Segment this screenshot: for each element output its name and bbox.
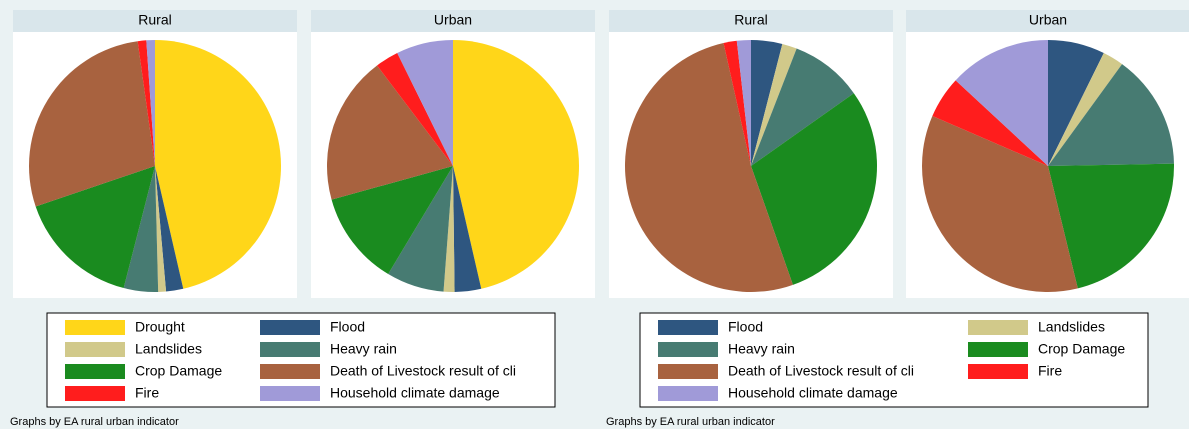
- pie-slice: [453, 166, 482, 292]
- legend-swatch: [65, 342, 125, 357]
- legend-label: Fire: [135, 385, 159, 401]
- legend-swatch: [65, 320, 125, 335]
- legend-label: Landslides: [135, 341, 202, 357]
- legend-swatch: [260, 364, 320, 379]
- legend-swatch: [658, 364, 718, 379]
- graph-note: Graphs by EA rural urban indicator: [606, 416, 775, 428]
- panel-header: [13, 10, 297, 32]
- panel-header: [906, 10, 1189, 32]
- legend-swatch: [968, 364, 1028, 379]
- pie-slice: [29, 41, 156, 207]
- pie-slice: [35, 166, 155, 289]
- legend-label: Flood: [728, 319, 763, 335]
- pie-slice: [146, 40, 155, 166]
- panel-header: [609, 10, 893, 32]
- legend-swatch: [658, 386, 718, 401]
- pie-slice: [155, 166, 184, 292]
- legend-swatch: [260, 342, 320, 357]
- pie-slice: [155, 166, 167, 292]
- pie-slice: [751, 43, 797, 166]
- panel-title: Urban: [434, 12, 472, 28]
- legend-label: Drought: [135, 319, 185, 335]
- legend-label: Crop Damage: [135, 363, 222, 379]
- pie-slice: [751, 93, 877, 285]
- legend-swatch: [968, 320, 1028, 335]
- legend-swatch: [65, 364, 125, 379]
- pie-slice: [397, 40, 453, 166]
- panel-header: [311, 10, 595, 32]
- pie-slice: [736, 40, 751, 166]
- pie-slice: [1048, 40, 1104, 166]
- pie-slice: [624, 43, 793, 293]
- pie-slice: [123, 166, 159, 292]
- panel-title: Rural: [734, 12, 767, 28]
- legend-swatch: [260, 320, 320, 335]
- pie-slice: [751, 40, 783, 166]
- pie-slice: [1048, 163, 1174, 289]
- legend-label: Household climate damage: [728, 385, 898, 401]
- pie-slice: [388, 166, 453, 292]
- pie-slice: [155, 40, 282, 289]
- pie-slice: [723, 40, 751, 166]
- pie-slice: [932, 80, 1048, 166]
- legend-label: Crop Damage: [1038, 341, 1125, 357]
- legend-swatch: [260, 386, 320, 401]
- pie-slice: [1048, 53, 1123, 167]
- legend-box: [639, 312, 1149, 408]
- pie-slice: [377, 53, 453, 167]
- legend-swatch: [658, 320, 718, 335]
- graph-note: Graphs by EA rural urban indicator: [10, 416, 179, 428]
- legend-label: Landslides: [1038, 319, 1105, 335]
- pie-slice: [137, 40, 155, 166]
- legend-swatch: [968, 342, 1028, 357]
- pie-slice: [453, 40, 580, 289]
- panel-title: Rural: [138, 12, 171, 28]
- pie-slice: [443, 166, 455, 293]
- legend-swatch: [65, 386, 125, 401]
- legend-label: Death of Livestock result of cli: [330, 363, 516, 379]
- legend-label: Fire: [1038, 363, 1062, 379]
- legend-swatch: [658, 342, 718, 357]
- pie-slice: [331, 166, 453, 275]
- pie-slice: [327, 65, 453, 200]
- legend-label: Household climate damage: [330, 385, 500, 401]
- pie-slice: [751, 48, 854, 167]
- panel-title: Urban: [1029, 12, 1067, 28]
- pie-slice: [1048, 64, 1174, 166]
- legend-label: Death of Livestock result of cli: [728, 363, 914, 379]
- legend-label: Heavy rain: [330, 341, 397, 357]
- pie-slice: [921, 115, 1078, 293]
- legend-label: Heavy rain: [728, 341, 795, 357]
- pie-slice: [955, 40, 1048, 166]
- legend-label: Flood: [330, 319, 365, 335]
